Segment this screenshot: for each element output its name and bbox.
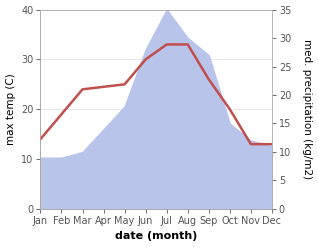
Y-axis label: max temp (C): max temp (C) (5, 73, 16, 145)
X-axis label: date (month): date (month) (115, 231, 197, 242)
Y-axis label: med. precipitation (kg/m2): med. precipitation (kg/m2) (302, 39, 313, 179)
